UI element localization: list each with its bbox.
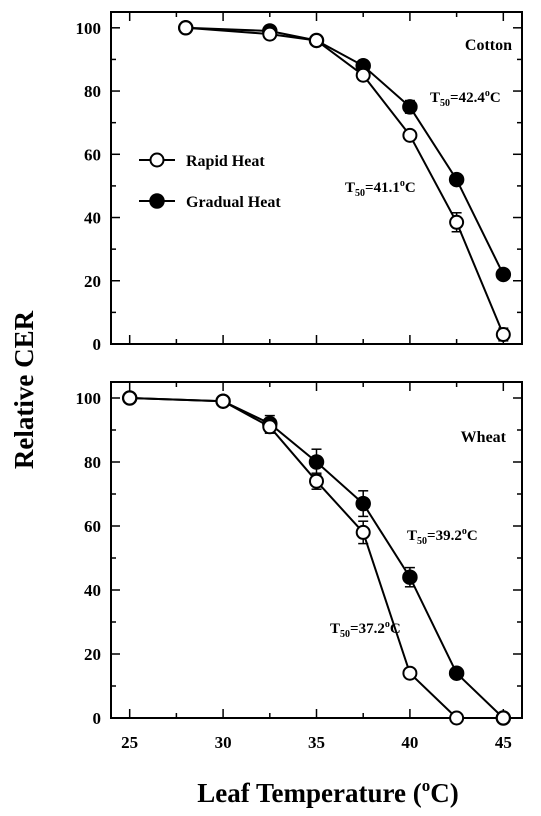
rapid-point <box>402 127 418 143</box>
rapid-point <box>262 419 278 435</box>
x-tick-label: 35 <box>308 733 325 752</box>
legend: Rapid Heat Gradual Heat <box>139 152 281 211</box>
series-line <box>129 397 504 719</box>
rapid-point <box>449 710 465 726</box>
rapid-point <box>215 393 231 409</box>
y-tick-label: 20 <box>84 645 101 664</box>
rapid-point <box>355 67 371 83</box>
y-tick-label: 40 <box>84 581 101 600</box>
wheat-panel: 0 20 40 60 80 100 25 30 35 40 45 Wheat T50=37.2oC T50… <box>76 381 523 752</box>
annotation-rapid-t50: T50=41.1oC <box>345 178 416 199</box>
y-tick-label: 100 <box>76 19 102 38</box>
rapid-point <box>449 214 465 230</box>
x-tick-label: 30 <box>215 733 232 752</box>
y-tick-label: 0 <box>93 335 102 354</box>
gradual-point <box>308 454 325 470</box>
y-tick-label: 60 <box>84 517 101 536</box>
rapid-point <box>122 390 138 406</box>
rapid-point <box>178 20 194 36</box>
annotation-gradual-t50: T50=39.2oC <box>407 526 478 547</box>
gradual-point <box>495 266 512 283</box>
y-tick-label: 80 <box>84 453 101 472</box>
legend-rapid-label: Rapid Heat <box>186 153 265 170</box>
gradual-point <box>402 569 418 585</box>
rapid-point <box>309 473 324 489</box>
legend-gradual-label: Gradual Heat <box>186 194 281 211</box>
gradual-point <box>448 665 465 681</box>
rapid-point <box>355 524 371 540</box>
x-axis-label: Leaf Temperature (oC) <box>197 776 458 808</box>
x-tick-label: 40 <box>401 733 418 752</box>
y-tick-label: 60 <box>84 145 101 164</box>
y-tick-label: 80 <box>84 82 101 101</box>
rapid-point <box>309 32 324 48</box>
y-tick-label: 0 <box>93 709 102 728</box>
annotation-gradual-t50: T50=42.4oC <box>430 88 501 109</box>
gradual-point <box>402 99 418 115</box>
annotation-rapid-t50: T50=37.2oC <box>330 619 401 640</box>
legend-rapid-marker <box>149 152 165 168</box>
rapid-point <box>262 26 278 42</box>
rapid-point <box>402 665 418 681</box>
y-axis-label: Relative CER <box>9 310 39 469</box>
panel-title: Cotton <box>465 37 512 54</box>
gradual-point <box>355 495 371 512</box>
y-tick-label: 40 <box>84 209 101 228</box>
cotton-panel: 0 20 40 60 80 100 Cotton T50=41.1oC T50=42.4oC <box>76 11 523 354</box>
panel-title: Wheat <box>461 429 507 446</box>
legend-gradual-marker <box>149 193 165 209</box>
series-line <box>185 26 505 275</box>
series-line <box>129 397 504 719</box>
x-tick-label: 25 <box>121 733 138 752</box>
x-tick-label: 45 <box>495 733 512 752</box>
y-tick-label: 20 <box>84 272 101 291</box>
gradual-point <box>448 171 465 188</box>
rapid-point <box>495 710 511 726</box>
y-tick-label: 100 <box>76 389 102 408</box>
rapid-point <box>495 327 511 343</box>
